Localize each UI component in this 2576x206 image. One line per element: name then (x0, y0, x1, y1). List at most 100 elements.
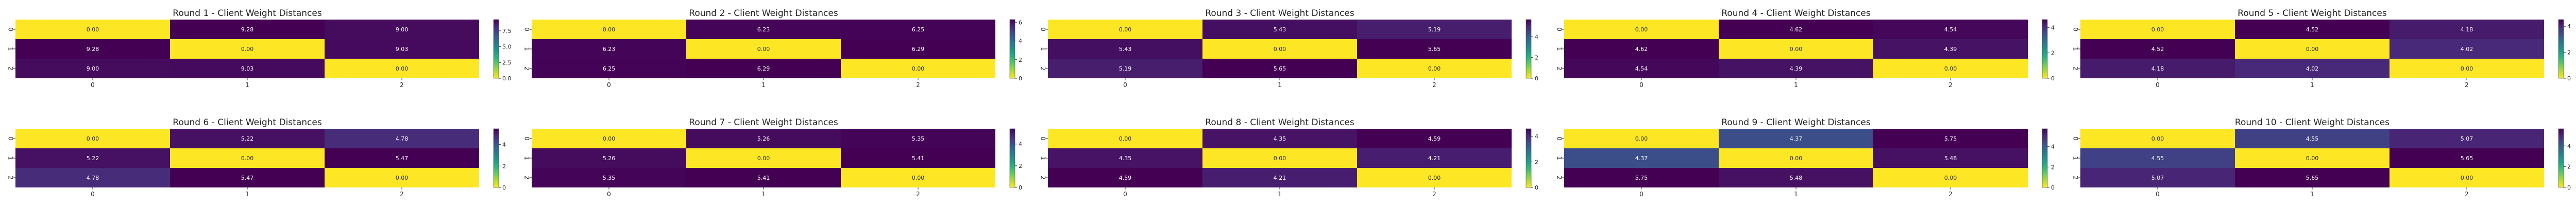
colorbar-tick-label: 5.0 (502, 44, 512, 50)
cell-value-label: 6.25 (603, 65, 616, 72)
x-tick-label: 2 (916, 191, 920, 198)
heatmap-title: Round 7 - Client Weight Distances (689, 117, 838, 128)
heatmap-cell (1048, 20, 1202, 39)
cell-value-label: 4.78 (396, 135, 409, 142)
heatmap-panel-9: Round 9 - Client Weight Distances 0.00 4.3… (1556, 117, 2055, 198)
x-tick-label: 0 (2156, 81, 2160, 89)
heatmap-cell (2389, 129, 2544, 148)
heatmap-cell (1719, 129, 1873, 148)
y-tick-label: 2 (1556, 66, 1563, 71)
colorbar (1009, 19, 1015, 79)
y-tick-label: 0 (1040, 27, 1047, 31)
heatmap-cell (1719, 39, 1873, 59)
colorbar-tick-label: 4 (1535, 33, 1538, 40)
cell-value-label: 4.78 (87, 175, 99, 181)
cell-value-label: 0.00 (1119, 135, 1132, 142)
heatmap-cell (1357, 129, 1512, 148)
cell-value-label: 9.03 (241, 65, 254, 72)
cell-value-label: 6.23 (603, 46, 616, 53)
y-tick-label: 2 (2072, 176, 2079, 180)
colorbar (2042, 128, 2048, 188)
heatmap-title: Round 9 - Client Weight Distances (1721, 117, 1871, 128)
colorbar-tick-label: 2 (502, 163, 506, 169)
cell-value-label: 5.41 (912, 155, 925, 162)
y-tick-label: 1 (7, 156, 14, 160)
cell-value-label: 4.62 (1790, 26, 1803, 33)
colorbar-tick-label: 0 (502, 184, 506, 191)
cell-value-label: 5.75 (1635, 175, 1648, 181)
heatmap-cell (686, 129, 841, 148)
heatmap-panel-4: Round 4 - Client Weight Distances 0.00 4.6… (1556, 8, 2055, 89)
cell-value-label: 5.35 (912, 135, 925, 142)
heatmap-cell (1202, 129, 1357, 148)
heatmap-cell (686, 148, 841, 168)
colorbar-tick-label: 0 (1019, 75, 1022, 82)
x-tick-label: 2 (1948, 191, 1953, 198)
x-tick-label: 1 (1278, 191, 1282, 198)
heatmap-title: Round 5 - Client Weight Distances (2238, 8, 2387, 19)
cell-value-label: 4.18 (2151, 65, 2164, 72)
cell-value-label: 9.28 (87, 46, 99, 53)
heatmap-cell (841, 39, 995, 59)
x-tick-label: 2 (2465, 81, 2469, 89)
cell-value-label: 0.00 (1428, 65, 1441, 72)
heatmap-cell (2389, 148, 2544, 168)
heatmap-title: Round 1 - Client Weight Distances (173, 8, 322, 19)
heatmap-cell (2080, 39, 2235, 59)
cell-value-label: 4.37 (1635, 155, 1648, 162)
heatmap-cell (1564, 129, 1719, 148)
x-tick-label: 2 (1948, 81, 1953, 89)
heatmap-cell (1873, 20, 2028, 39)
cell-value-label: 4.02 (2306, 65, 2319, 72)
heatmap-panel-8: Round 8 - Client Weight Distances 0.00 4.3… (1040, 117, 1539, 198)
y-tick-label: 1 (523, 156, 531, 160)
heatmap-cell (2235, 148, 2389, 168)
cell-value-label: 0.00 (2306, 46, 2319, 53)
x-tick-label: 1 (245, 191, 249, 198)
heatmap-cell (15, 20, 170, 39)
colorbar (493, 128, 499, 188)
cell-value-label: 0.00 (1274, 46, 1286, 53)
cell-value-label: 4.37 (1790, 135, 1803, 142)
heatmap-cell (1564, 39, 1719, 59)
colorbar-tick-label: 4 (2567, 23, 2571, 30)
cell-value-label: 5.35 (603, 175, 616, 181)
cell-value-label: 0.00 (1119, 26, 1132, 33)
x-tick-label: 0 (607, 191, 611, 198)
heatmap-cell (2389, 39, 2544, 59)
colorbar-tick-label: 4 (2051, 144, 2055, 150)
heatmap-cell (170, 20, 325, 39)
x-tick-label: 0 (2156, 191, 2160, 198)
heatmap-cell (170, 59, 325, 78)
cell-value-label: 0.00 (2461, 175, 2473, 181)
y-tick-label: 0 (1556, 27, 1563, 31)
cell-value-label: 5.22 (87, 155, 99, 162)
x-tick-label: 1 (1794, 191, 1798, 198)
colorbar-tick-label: 4 (2567, 143, 2571, 149)
x-tick-label: 1 (1794, 81, 1798, 89)
colorbar-tick-label: 0 (2051, 184, 2055, 191)
x-tick-label: 2 (2465, 191, 2469, 198)
cell-value-label: 4.35 (1119, 155, 1132, 162)
cell-value-label: 5.07 (2461, 135, 2473, 142)
cell-value-label: 5.47 (396, 155, 409, 162)
cell-value-label: 4.18 (2461, 26, 2473, 33)
y-tick-label: 1 (2072, 47, 2079, 51)
cell-value-label: 0.00 (1635, 135, 1648, 142)
x-tick-label: 2 (400, 81, 404, 89)
cell-value-label: 9.28 (241, 26, 254, 33)
y-tick-label: 0 (7, 27, 14, 31)
heatmap-cell (325, 129, 479, 148)
x-tick-label: 1 (761, 81, 766, 89)
colorbar-tick-label: 0 (2567, 184, 2571, 191)
colorbar-tick-label: 6 (1019, 19, 1022, 26)
cell-value-label: 5.48 (1790, 175, 1803, 181)
cell-value-label: 9.00 (87, 65, 99, 72)
cell-value-label: 4.55 (2151, 155, 2164, 162)
heatmap-cell (1564, 148, 1719, 168)
cell-value-label: 5.26 (757, 135, 770, 142)
heatmap-cell (1048, 59, 1202, 78)
heatmap-cell (170, 129, 325, 148)
cell-value-label: 5.43 (1119, 46, 1132, 53)
